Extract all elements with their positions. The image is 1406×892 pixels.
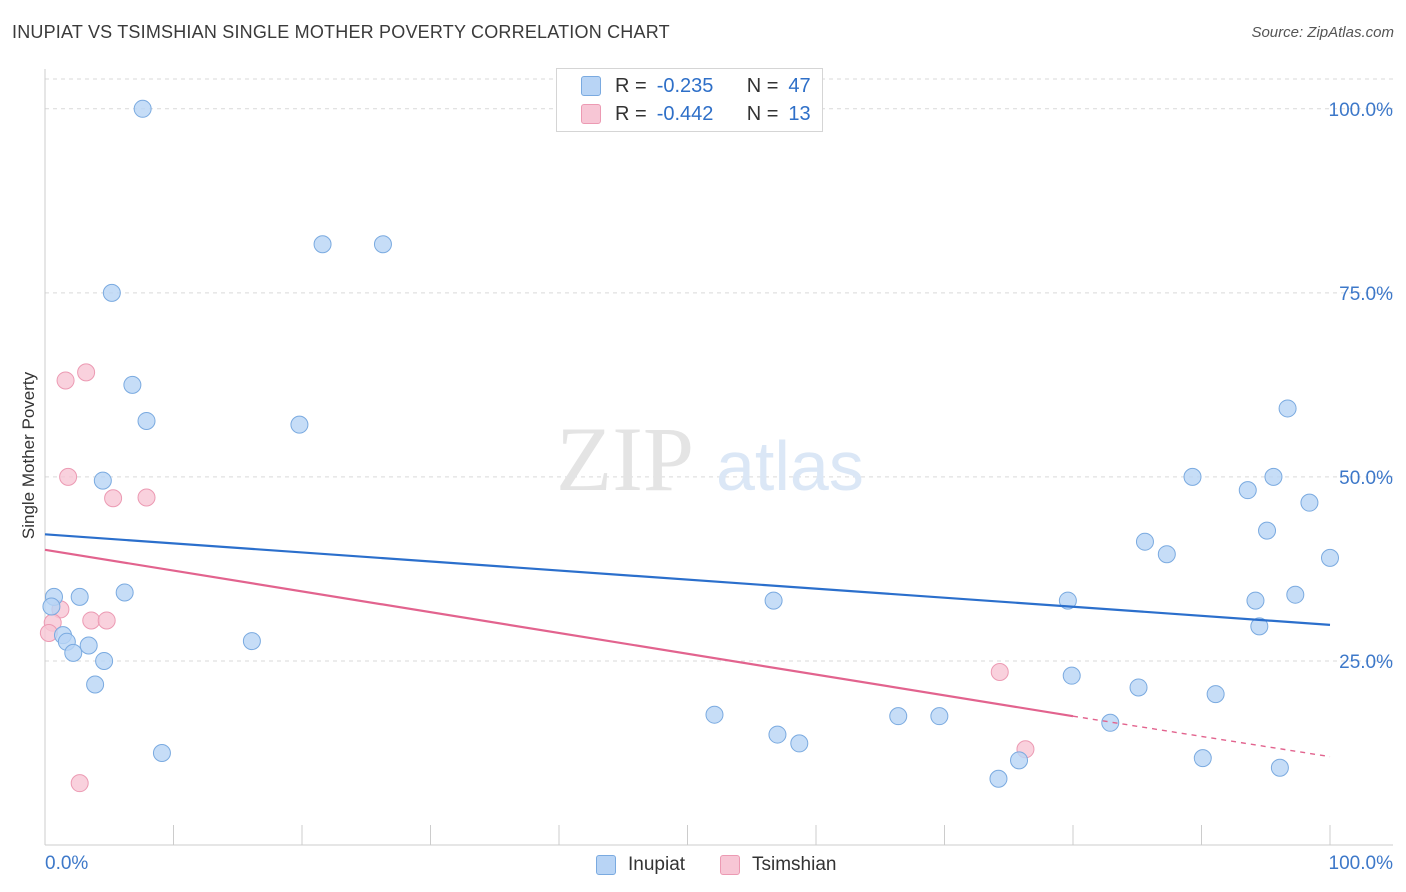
inupiat-trend-line xyxy=(44,533,1331,626)
inupiat-point xyxy=(42,597,61,616)
inupiat-point xyxy=(1286,585,1305,604)
inupiat-point xyxy=(290,415,309,434)
bottom-legend-inupiat: Inupiat xyxy=(596,852,685,878)
inupiat-point xyxy=(95,651,114,670)
inupiat-point xyxy=(989,769,1008,788)
inupiat-point xyxy=(1206,685,1225,704)
inupiat-point xyxy=(790,734,809,753)
legend-r-value: -0.442 xyxy=(656,102,714,125)
inupiat-point xyxy=(64,643,83,662)
watermark-zip: ZIP xyxy=(556,408,694,510)
inupiat-point xyxy=(79,636,98,655)
label-layer: 25.0% 50.0% 75.0% 100.0% 0.0% 100.0% Single Mo… xyxy=(19,100,1393,874)
tsimshian-point xyxy=(104,489,123,508)
inupiat-point xyxy=(1058,591,1077,610)
legend-n-value: 13 xyxy=(788,102,811,125)
tsimshian-point xyxy=(77,363,96,382)
inupiat-point xyxy=(1250,617,1269,636)
inupiat-point xyxy=(137,411,156,430)
x-tick-label: 100.0% xyxy=(1329,853,1394,874)
inupiat-point xyxy=(123,375,142,394)
legend-r-label: R = xyxy=(615,102,647,125)
inupiat-point xyxy=(1321,548,1339,567)
y-axis-title: Single Mother Poverty xyxy=(19,371,38,539)
legend-r-label: R = xyxy=(615,74,647,97)
tsimshian-point xyxy=(990,662,1009,681)
inupiat-point xyxy=(1264,467,1283,486)
inupiat-point xyxy=(133,99,152,118)
inupiat-point xyxy=(86,675,105,694)
tsimshian-point xyxy=(97,611,116,630)
tsimshian-point xyxy=(137,488,156,507)
chart-title: INUPIAT VS TSIMSHIAN SINGLE MOTHER POVER… xyxy=(12,22,670,42)
tsimshian-point xyxy=(56,371,75,390)
legend-r-value: -0.235 xyxy=(656,74,714,97)
legend-row-tsimshian: R = -0.442 N = 13 xyxy=(581,102,811,126)
inupiat-point xyxy=(705,705,724,724)
legend-n-value: 47 xyxy=(788,74,811,97)
watermark: ZIP atlas xyxy=(556,408,864,510)
inupiat-point xyxy=(313,235,332,254)
grid-layer xyxy=(45,78,1393,662)
y-tick-label: 75.0% xyxy=(1339,284,1393,305)
inupiat-point xyxy=(1258,521,1277,540)
tsimshian-swatch xyxy=(720,855,740,875)
inupiat-point xyxy=(930,707,949,726)
source-label: Source: ZipAtlas.com xyxy=(1251,24,1394,41)
inupiat-point xyxy=(1278,399,1297,418)
inupiat-point xyxy=(1246,591,1265,610)
points-layer xyxy=(39,99,1339,793)
inupiat-point xyxy=(1010,751,1029,770)
inupiat-point xyxy=(93,471,112,490)
x-tick-label: 0.0% xyxy=(45,853,88,874)
inupiat-swatch xyxy=(581,76,601,96)
tsimshian-trend-line xyxy=(44,548,1074,718)
bottom-legend-label: Inupiat xyxy=(628,854,686,875)
trend-layer xyxy=(44,533,1331,758)
inupiat-point xyxy=(102,283,121,302)
inupiat-point xyxy=(1157,545,1176,564)
bottom-legend-label: Tsimshian xyxy=(752,854,837,875)
tsimshian-point xyxy=(82,611,101,630)
watermark-atlas: atlas xyxy=(716,427,864,505)
tsimshian-trend-extension xyxy=(1072,715,1331,758)
inupiat-point xyxy=(242,632,261,651)
inupiat-point xyxy=(1062,666,1081,685)
inupiat-point xyxy=(1300,493,1319,512)
inupiat-point xyxy=(1101,713,1120,732)
legend-n-label: N = xyxy=(746,102,779,125)
inupiat-point xyxy=(1270,758,1289,777)
legend-n-label: N = xyxy=(746,74,779,97)
inupiat-point xyxy=(889,707,908,726)
y-tick-label: 100.0% xyxy=(1329,100,1394,121)
legend-row-inupiat: R = -0.235 N = 47 xyxy=(581,74,811,98)
inupiat-point xyxy=(152,743,171,762)
inupiat-point xyxy=(115,583,134,602)
inupiat-point xyxy=(70,587,89,606)
tsimshian-point xyxy=(70,774,89,793)
tsimshian-swatch xyxy=(581,104,601,124)
inupiat-point xyxy=(1135,532,1154,551)
bottom-legend-tsimshian: Tsimshian xyxy=(720,852,836,878)
inupiat-point xyxy=(1193,749,1212,768)
inupiat-point xyxy=(764,591,783,610)
inupiat-point xyxy=(373,235,392,254)
inupiat-point xyxy=(768,725,787,744)
inupiat-point xyxy=(1129,678,1148,697)
inupiat-swatch xyxy=(596,855,616,875)
axis-layer xyxy=(44,69,1393,846)
y-tick-label: 25.0% xyxy=(1339,652,1393,673)
inupiat-point xyxy=(1238,481,1257,500)
tsimshian-point xyxy=(59,467,78,486)
inupiat-point xyxy=(1183,467,1202,486)
correlation-legend: R = -0.235 N = 47 R = -0.442 N = 13 xyxy=(556,68,823,132)
y-tick-label: 50.0% xyxy=(1339,468,1393,489)
